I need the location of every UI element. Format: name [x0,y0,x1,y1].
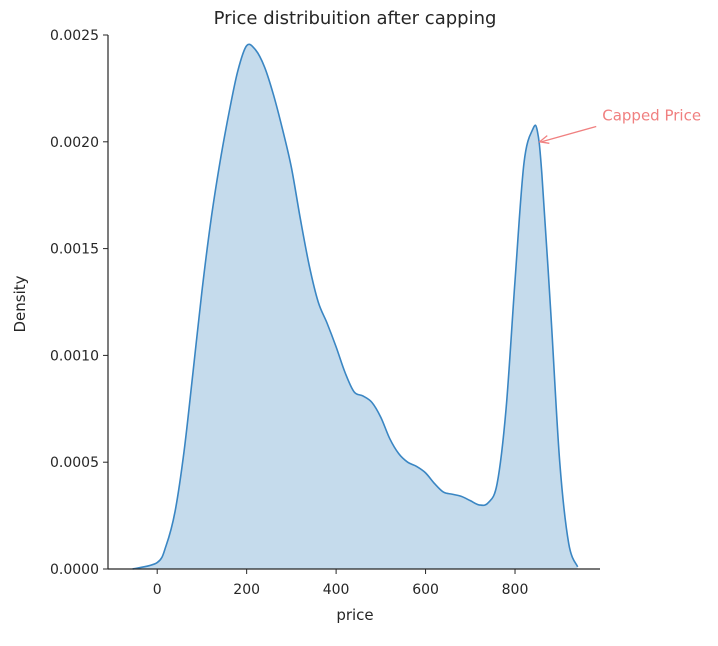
y-axis-label: Density [11,275,29,332]
x-tick-label: 400 [323,582,350,598]
annotation: Capped Price [538,106,701,144]
density-line [132,43,579,570]
x-tick-label: 600 [412,582,439,598]
plot-area [132,43,579,570]
annotation-arrow [541,125,597,143]
chart-title: Price distribuition after capping [214,8,497,29]
y-ticks: 0.0000 0.0005 0.0010 0.0015 0.0020 0.0025 [50,28,108,578]
y-tick-label: 0.0020 [50,135,99,151]
y-tick-label: 0.0010 [50,348,99,364]
x-tick-label: 0 [153,582,162,598]
annotation-arrow-head [538,135,550,144]
y-tick-label: 0.0015 [50,242,99,258]
x-tick-label: 200 [233,582,260,598]
x-tick-label: 800 [502,582,529,598]
density-area [132,44,578,569]
y-tick-label: 0.0025 [50,28,99,44]
x-axis-label: price [336,606,373,624]
axes [107,35,600,570]
y-tick-label: 0.0000 [50,562,99,578]
y-tick-label: 0.0005 [50,455,99,471]
x-ticks: 0 200 400 600 800 [153,569,529,598]
annotation-label: Capped Price [602,106,701,124]
